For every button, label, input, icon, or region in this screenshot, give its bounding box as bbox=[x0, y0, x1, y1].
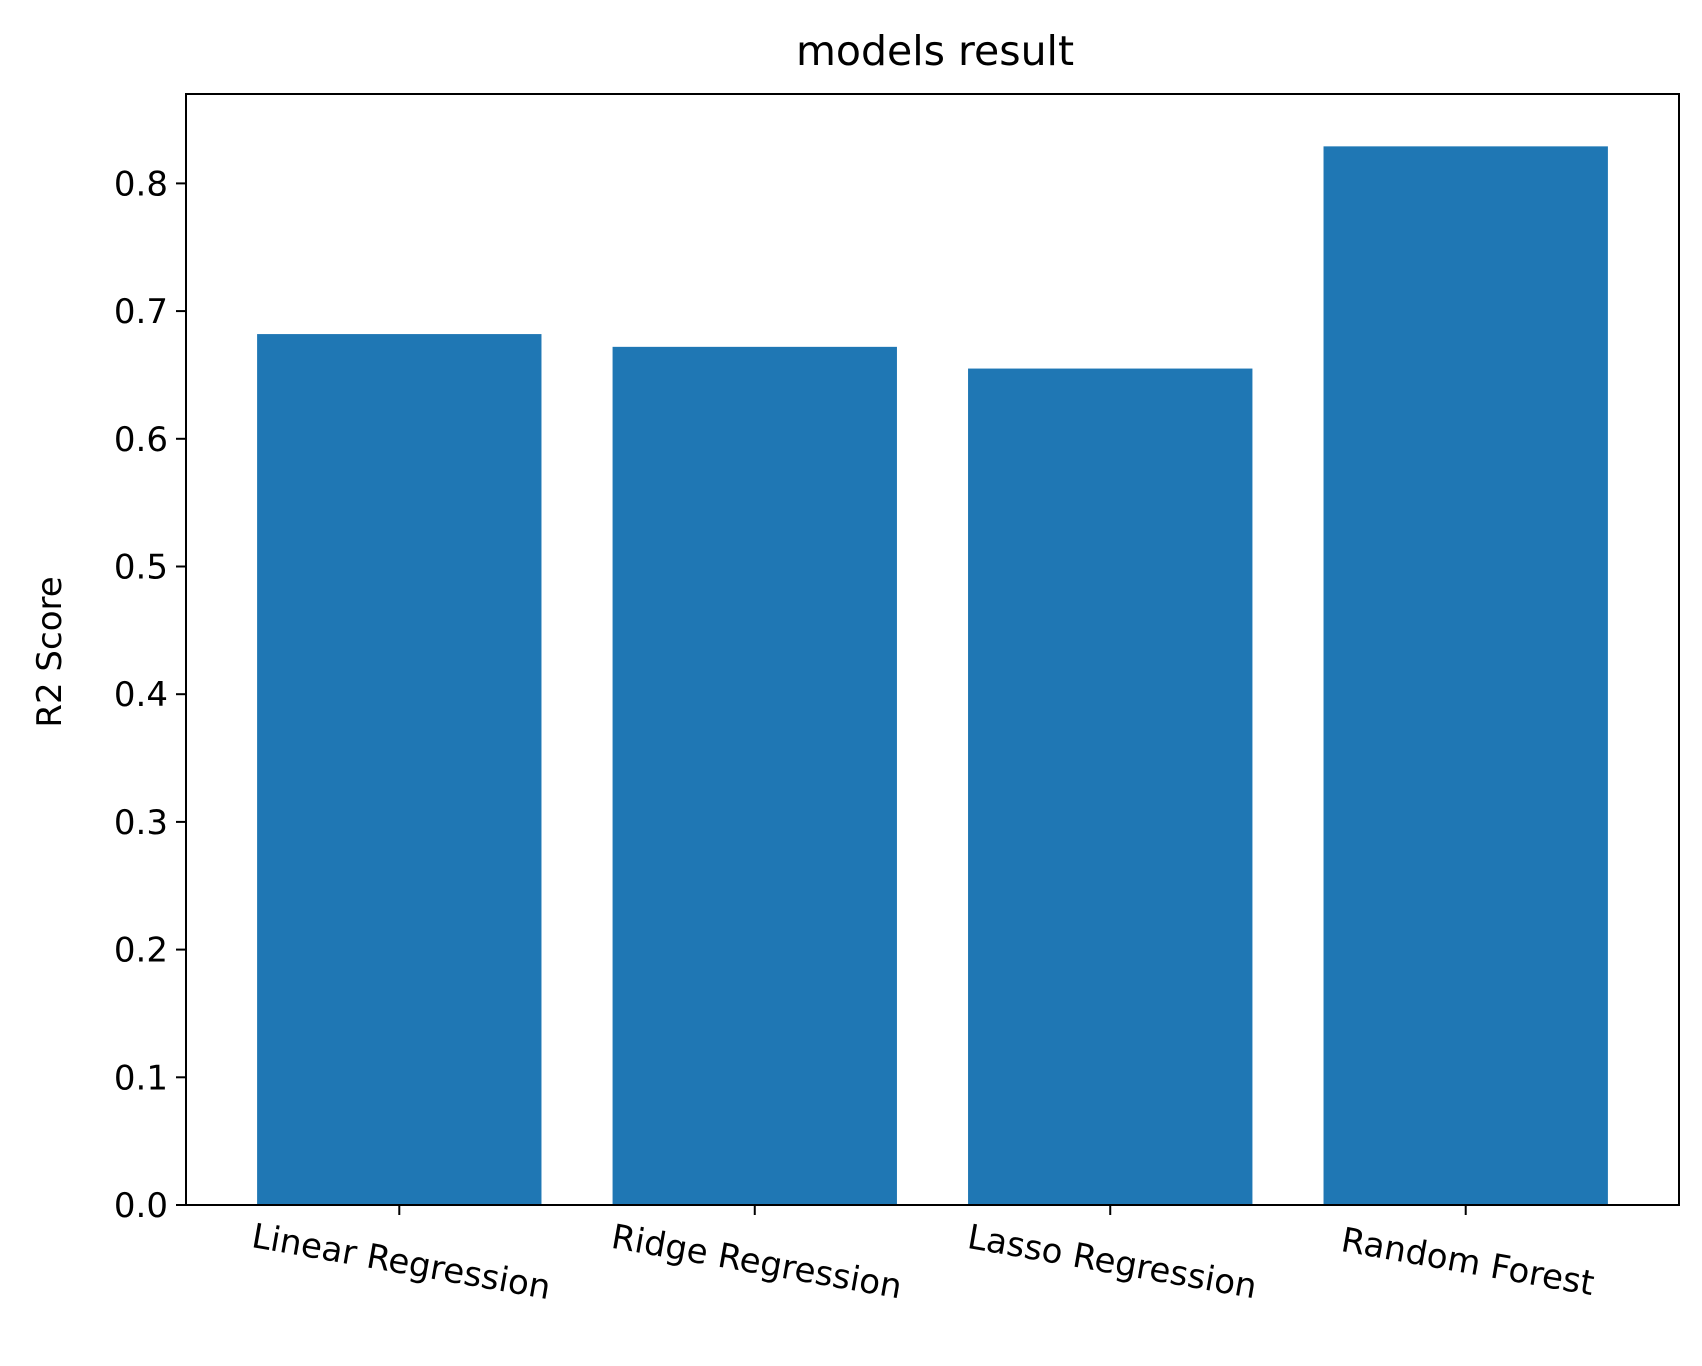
y-tick-label: 0.6 bbox=[114, 420, 168, 460]
bar bbox=[257, 334, 542, 1206]
y-tick-label: 0.2 bbox=[114, 931, 168, 971]
bars-group bbox=[257, 146, 1608, 1206]
bar bbox=[968, 368, 1253, 1205]
bar bbox=[612, 346, 897, 1205]
y-ticks-group: 0.0 0.1 0.2 0.3 0.4 0.5 0.6 0.7 0.8 bbox=[114, 164, 186, 1226]
chart-title: models result bbox=[796, 27, 1074, 75]
y-tick-label: 0.5 bbox=[114, 547, 168, 587]
y-tick-label: 0.0 bbox=[114, 1186, 168, 1226]
plot-frame bbox=[185, 93, 1680, 1206]
y-axis-label: R2 Score bbox=[30, 576, 70, 727]
y-tick-label: 0.1 bbox=[114, 1058, 168, 1098]
y-tick-label: 0.3 bbox=[114, 803, 168, 843]
bar bbox=[1323, 146, 1608, 1206]
y-tick-label: 0.8 bbox=[114, 164, 168, 204]
y-tick-label: 0.7 bbox=[114, 292, 168, 332]
y-tick-label: 0.4 bbox=[114, 675, 168, 715]
